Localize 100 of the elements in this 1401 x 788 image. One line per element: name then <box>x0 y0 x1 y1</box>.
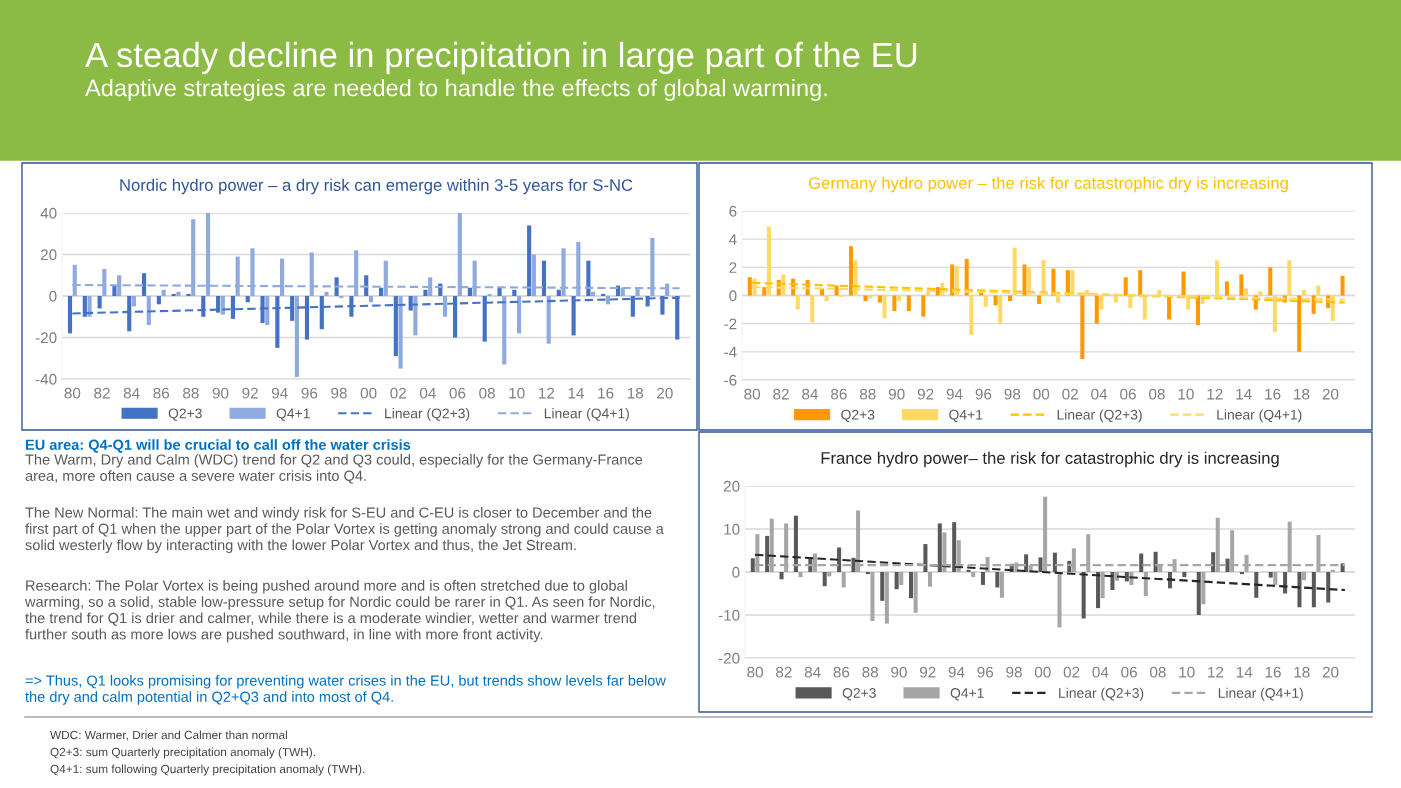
y-tick-label: 10 <box>724 523 740 535</box>
bar <box>398 296 403 369</box>
x-tick-label: 84 <box>804 666 821 678</box>
bar <box>1301 289 1306 296</box>
chart-title: Nordic hydro power – a dry risk can emerge within 3-5 years for S-NC <box>120 178 633 195</box>
x-tick-label: 92 <box>917 388 934 400</box>
y-tick-label: -20 <box>35 332 57 344</box>
bar <box>368 296 374 303</box>
x-tick-label: 18 <box>1294 388 1310 400</box>
x-tick-label: 94 <box>948 666 965 678</box>
bar <box>1225 558 1230 572</box>
x-tick-label: 12 <box>539 387 555 399</box>
y-tick-label: 6 <box>729 205 737 217</box>
x-tick-label: 82 <box>773 388 789 400</box>
bar <box>1124 572 1129 582</box>
x-tick-label: 80 <box>64 387 81 399</box>
bar <box>423 289 428 296</box>
x-tick-label: 92 <box>242 387 258 399</box>
x-tick-label: 90 <box>888 388 905 400</box>
bar <box>1080 295 1085 359</box>
bar <box>591 291 596 296</box>
y-tick-label: -6 <box>724 374 737 386</box>
bar <box>1022 264 1027 296</box>
bar <box>156 296 161 305</box>
bar <box>998 295 1003 324</box>
bar <box>765 535 770 572</box>
bar <box>1138 270 1143 296</box>
bar <box>925 291 930 296</box>
text: WDC: Warmer, Drier and Calmer than normal <box>50 730 287 741</box>
x-tick-label: 08 <box>1149 388 1165 400</box>
x-tick-label: 06 <box>449 387 466 399</box>
text: Q4+1: sum following Quarterly precipitation anomaly (TWH). <box>50 764 365 776</box>
text: The New Normal: The main wet and windy risk for S-EU and C-EU is closer to December and the first part of Q1 when the upper part of the Polar Vortex is getting anomaly strong and could cause a solid westerly flow by interacting with the lower Polar Vortex and thus, the Jet Stream. <box>25 507 664 554</box>
bar <box>909 572 914 599</box>
bar <box>131 296 137 307</box>
bar <box>1196 572 1201 615</box>
bar <box>923 544 928 572</box>
bar <box>1036 295 1041 304</box>
x-tick-label: 94 <box>271 387 288 399</box>
bar <box>969 295 974 335</box>
y-tick-label: 0 <box>729 290 737 302</box>
y-tick-label: 2 <box>729 262 737 273</box>
bar <box>983 295 988 307</box>
bar <box>1287 260 1292 296</box>
bar <box>1182 572 1187 578</box>
x-tick-label: 80 <box>744 388 761 400</box>
x-tick-label: 20 <box>657 387 673 399</box>
bar <box>882 295 887 319</box>
x-tick-label: 06 <box>1121 666 1137 678</box>
legend-label: Q4+1 <box>950 688 984 701</box>
x-tick-label: 98 <box>1004 388 1021 400</box>
x-tick-label: 98 <box>1006 666 1022 678</box>
legend-label: Linear (Q2+3) <box>385 408 470 422</box>
legend-label: Q4+1 <box>949 409 983 423</box>
bar <box>176 291 181 296</box>
bar <box>1057 572 1062 628</box>
bar <box>1239 274 1244 296</box>
bar <box>1100 572 1105 599</box>
legend-label: Q4+1 <box>276 408 310 421</box>
x-tick-label: 82 <box>776 666 792 678</box>
bar <box>798 572 803 578</box>
bar <box>1052 552 1057 572</box>
bar <box>952 522 957 572</box>
bar <box>512 289 517 296</box>
x-tick-label: 90 <box>212 387 229 399</box>
x-tick-label: 02 <box>390 387 406 399</box>
x-tick-label: 12 <box>1207 388 1223 400</box>
x-tick-label: 84 <box>802 388 818 400</box>
bar <box>87 296 92 317</box>
bar <box>497 287 502 296</box>
x-tick-label: 88 <box>862 666 878 678</box>
x-tick-label: 86 <box>153 387 170 399</box>
x-tick-label: 96 <box>977 666 994 678</box>
bar <box>1051 268 1056 296</box>
bar <box>556 289 561 296</box>
x-tick-label: 04 <box>1091 388 1108 400</box>
bar <box>795 295 800 310</box>
bar <box>487 293 492 296</box>
bar <box>1153 551 1158 572</box>
bar <box>810 295 815 323</box>
bar <box>1268 267 1273 296</box>
y-tick-label: -4 <box>724 346 737 358</box>
bar <box>747 277 752 296</box>
bar <box>848 246 854 296</box>
bar <box>265 296 270 326</box>
bar <box>1084 289 1089 296</box>
bar <box>1139 553 1144 572</box>
bar <box>841 572 846 588</box>
bar <box>1096 572 1101 609</box>
y-tick-label: 0 <box>732 566 740 578</box>
bar <box>899 572 904 585</box>
text: Q2+3: sum Quarterly precipitation anomaly (TWH). <box>50 747 315 759</box>
x-tick-label: 92 <box>919 666 936 678</box>
bar <box>546 296 551 344</box>
bar <box>378 287 384 296</box>
x-tick-label: 14 <box>568 387 584 399</box>
x-tick-label: 00 <box>1034 666 1051 678</box>
text: => Thus, Q1 looks promising for preventing water crises in the EU, but trends show levels far below the dry and calm potential in Q2+Q3 and into most of Q4. <box>25 675 666 705</box>
y-tick-label: -10 <box>718 609 740 621</box>
bar <box>950 264 955 296</box>
